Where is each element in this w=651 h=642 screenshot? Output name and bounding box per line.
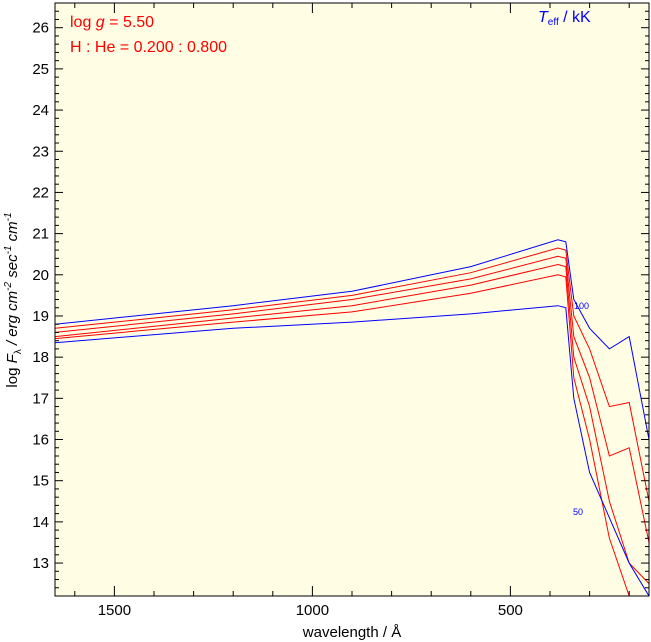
y-tick-label: 24 — [32, 102, 49, 119]
curve-label-100: 100 — [574, 301, 589, 311]
y-title-exp3: -1 — [3, 212, 14, 221]
flux-curve-100 — [55, 239, 649, 440]
y-title-mid3: cm — [4, 221, 21, 245]
composition-annotation: H : He = 0.200 : 0.800 — [70, 39, 227, 56]
flux-curve-60 — [55, 274, 649, 596]
x-tick-label: 1500 — [98, 602, 131, 619]
curves-group — [55, 239, 649, 596]
teff-sub: eff — [548, 17, 559, 28]
y-tick-label: 18 — [32, 349, 49, 366]
x-tick-label: 1000 — [296, 602, 329, 619]
x-tick-label: 500 — [498, 602, 523, 619]
x-axis-title: wavelength / Å — [302, 624, 401, 641]
y-tick-label: 16 — [32, 432, 49, 449]
x-axis-ticks: 1500 1000 500 — [74, 3, 630, 619]
logg-prefix: log — [70, 14, 96, 31]
flux-curve-70 — [55, 263, 649, 584]
y-title-exp1: -2 — [3, 282, 14, 291]
y-tick-label: 17 — [32, 390, 49, 407]
y-tick-label: 14 — [32, 514, 49, 531]
y-tick-label: 19 — [32, 308, 49, 325]
teff-annotation: Teff / kK — [538, 9, 591, 28]
y-tick-label: 13 — [32, 555, 49, 572]
logg-annotation: log g = 5.50 — [70, 14, 154, 31]
y-title-prefix: log — [4, 363, 21, 387]
y-title-sub: λ — [13, 349, 24, 354]
y-tick-label: 26 — [32, 20, 49, 37]
y-tick-label: 21 — [32, 226, 49, 243]
flux-curve-50 — [55, 305, 649, 596]
y-title-symbol: F — [4, 353, 21, 363]
flux-curve-90 — [55, 247, 649, 502]
y-title-mid2: sec — [4, 254, 21, 282]
teff-unit: / kK — [559, 9, 591, 26]
y-tick-label: 20 — [32, 267, 49, 284]
logg-symbol: g — [96, 14, 105, 31]
y-tick-label: 15 — [32, 473, 49, 490]
flux-curve-80 — [55, 255, 649, 543]
x-axis-title-main: wavelength / — [302, 624, 391, 641]
y-tick-label: 25 — [32, 61, 49, 78]
y-axis-title: log Fλ / erg cm-2 sec-1 cm-1 — [3, 212, 24, 387]
y-tick-label: 23 — [32, 143, 49, 160]
y-title-mid: / erg cm — [4, 291, 21, 349]
y-axis-ticks: 13 14 15 16 17 18 19 20 21 22 23 24 25 26 — [32, 2, 649, 597]
y-title-exp2: -1 — [3, 246, 14, 255]
y-tick-label: 22 — [32, 184, 49, 201]
logg-value: = 5.50 — [105, 14, 154, 31]
x-axis-title-unit: Å — [391, 624, 401, 641]
curve-label-50: 50 — [573, 507, 583, 517]
teff-symbol: T — [538, 9, 549, 26]
